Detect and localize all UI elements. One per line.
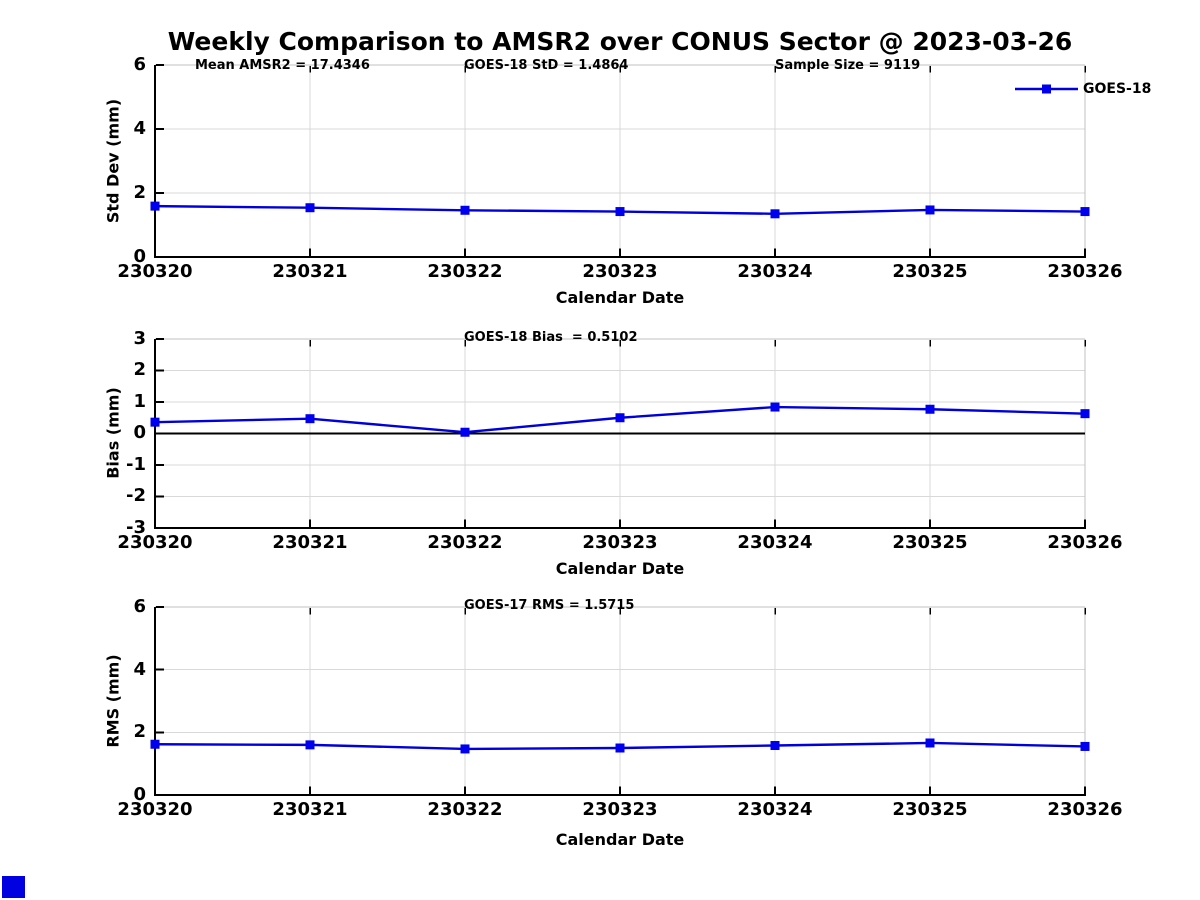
y-axis-label-std-dev: Std Dev (mm) bbox=[103, 98, 123, 224]
x-tick-label: 230324 bbox=[737, 532, 813, 553]
y-tick-label: 4 bbox=[133, 659, 146, 680]
x-tick-label: 230323 bbox=[582, 261, 658, 282]
data-point-marker bbox=[925, 205, 935, 215]
x-tick-label: 230322 bbox=[427, 532, 503, 553]
stat-sample-size: Sample Size = 9119 bbox=[775, 58, 921, 73]
stat-goes18-bias: GOES-18 Bias = 0.5102 bbox=[464, 330, 638, 345]
y-tick-label: 1 bbox=[133, 391, 146, 412]
data-point-marker bbox=[150, 417, 160, 427]
data-point-marker bbox=[770, 209, 780, 219]
x-axis-label: Calendar Date bbox=[555, 830, 685, 849]
page-title: Weekly Comparison to AMSR2 over CONUS Se… bbox=[167, 27, 1073, 56]
x-tick-label: 230325 bbox=[892, 532, 968, 553]
data-point-marker bbox=[1080, 409, 1090, 419]
x-tick-label: 230324 bbox=[737, 799, 813, 820]
data-point-marker bbox=[615, 743, 625, 753]
y-tick-label: -1 bbox=[126, 454, 146, 475]
data-point-marker bbox=[460, 205, 470, 215]
x-tick-label: 230320 bbox=[117, 799, 193, 820]
y-tick-label: 3 bbox=[133, 328, 146, 349]
x-tick-label: 230320 bbox=[117, 261, 193, 282]
x-tick-label: 230321 bbox=[272, 799, 348, 820]
y-tick-label: -2 bbox=[126, 485, 146, 506]
x-tick-label: 230323 bbox=[582, 532, 658, 553]
data-point-marker bbox=[460, 744, 470, 754]
data-point-marker bbox=[305, 740, 315, 750]
data-point-marker bbox=[770, 402, 780, 412]
y-tick-label: 6 bbox=[133, 596, 146, 617]
y-tick-label: 4 bbox=[133, 118, 146, 139]
x-axis-label: Calendar Date bbox=[555, 559, 685, 578]
corner-artifact-mark bbox=[2, 876, 25, 898]
x-tick-label: 230326 bbox=[1047, 532, 1123, 553]
x-tick-label: 230323 bbox=[582, 799, 658, 820]
x-tick-label: 230320 bbox=[117, 532, 193, 553]
data-point-marker bbox=[615, 207, 625, 217]
y-tick-label: 6 bbox=[133, 54, 146, 75]
x-tick-label: 230321 bbox=[272, 261, 348, 282]
x-tick-label: 230326 bbox=[1047, 261, 1123, 282]
y-tick-label: 0 bbox=[133, 246, 146, 267]
y-tick-label: 0 bbox=[133, 422, 146, 443]
data-point-marker bbox=[1080, 207, 1090, 217]
legend-label: GOES-18 bbox=[1083, 81, 1152, 97]
x-tick-label: 230325 bbox=[892, 261, 968, 282]
data-point-marker bbox=[1080, 741, 1090, 751]
data-point-marker bbox=[615, 413, 625, 423]
data-point-marker bbox=[150, 739, 160, 749]
x-tick-label: 230321 bbox=[272, 532, 348, 553]
y-tick-label: 2 bbox=[133, 182, 146, 203]
x-tick-label: 230322 bbox=[427, 261, 503, 282]
stat-goes17-rms: GOES-17 RMS = 1.5715 bbox=[464, 598, 635, 613]
x-tick-label: 230326 bbox=[1047, 799, 1123, 820]
stat-goes18-std: GOES-18 StD = 1.4864 bbox=[464, 58, 629, 73]
data-point-marker bbox=[150, 201, 160, 211]
y-tick-label: -3 bbox=[126, 517, 146, 538]
x-tick-label: 230325 bbox=[892, 799, 968, 820]
data-point-marker bbox=[925, 738, 935, 748]
x-tick-label: 230324 bbox=[737, 261, 813, 282]
data-point-marker bbox=[925, 404, 935, 414]
data-point-marker bbox=[305, 414, 315, 424]
x-axis-label: Calendar Date bbox=[555, 288, 685, 307]
legend-marker-swatch bbox=[1042, 84, 1051, 94]
data-point-marker bbox=[770, 740, 780, 750]
stat-mean-amsr2: Mean AMSR2 = 17.4346 bbox=[195, 58, 370, 73]
data-point-marker bbox=[460, 427, 470, 437]
y-tick-label: 0 bbox=[133, 784, 146, 805]
y-tick-label: 2 bbox=[133, 721, 146, 742]
data-point-marker bbox=[305, 203, 315, 213]
y-tick-label: 2 bbox=[133, 359, 146, 380]
x-tick-label: 230322 bbox=[427, 799, 503, 820]
